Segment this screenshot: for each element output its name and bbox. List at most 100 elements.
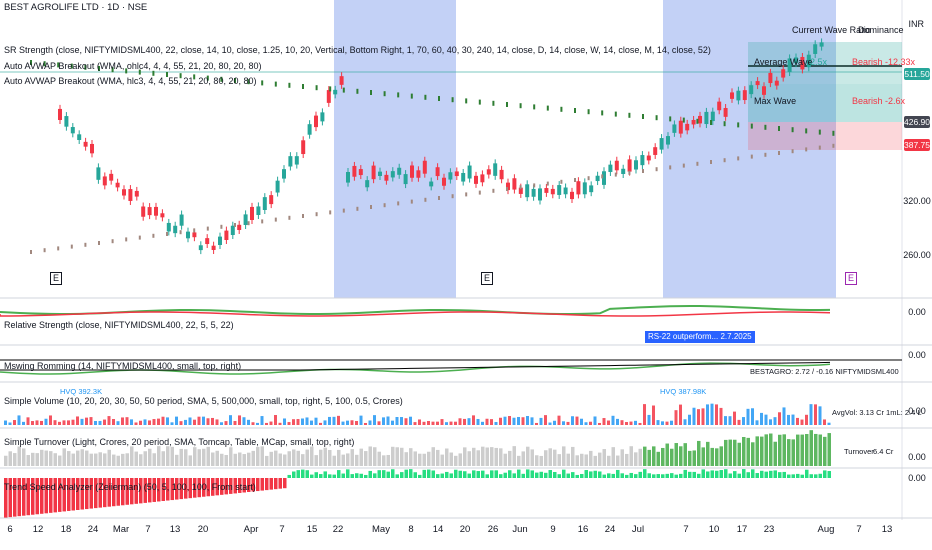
earnings-marker[interactable]: E	[50, 272, 63, 285]
candle-body	[499, 169, 504, 180]
turnover-bar	[283, 454, 287, 466]
turnover-pane-value: 0.00	[908, 452, 926, 462]
volume-bar	[670, 420, 673, 425]
candle-body	[813, 44, 818, 54]
turnover-bar	[260, 446, 264, 466]
volume-bar	[332, 416, 336, 425]
trend-bar	[508, 470, 512, 478]
avwap-dot	[166, 232, 168, 236]
avwap-dot	[506, 102, 508, 107]
candle-body	[576, 181, 581, 195]
avwap-dot	[574, 108, 576, 113]
avwap-dot	[546, 105, 549, 111]
earnings-marker[interactable]: E	[845, 272, 858, 285]
volume-bar	[472, 415, 475, 425]
trend-bar	[584, 470, 588, 478]
candle-body	[64, 116, 69, 127]
volume-bar	[557, 415, 561, 425]
volume-bar	[598, 422, 601, 425]
trend-bar	[512, 473, 516, 478]
rs-pane-value: 0.00	[908, 307, 926, 317]
trend-bar	[44, 478, 48, 514]
volume-pane-label[interactable]: Simple Volume (10, 20, 20, 30, 50, 50 pe…	[4, 396, 403, 406]
symbol-title[interactable]: BEST AGROLIFE LTD · 1D · NSE	[4, 2, 148, 13]
candle-body	[275, 180, 280, 193]
candle-body	[518, 187, 523, 194]
mansfield-pane-label[interactable]: Mswing Romming (14, NIFTYMIDSML400, smal…	[4, 361, 242, 371]
turnover-bar	[404, 452, 408, 466]
trend-bar	[467, 473, 471, 478]
turnover-bar	[337, 449, 341, 466]
turnover-bar	[742, 436, 746, 466]
turnover-bar	[539, 455, 543, 466]
trend-bar	[278, 478, 282, 489]
turnover-bar	[431, 447, 435, 466]
trend-bar	[391, 469, 395, 478]
candle-body	[96, 167, 101, 180]
earnings-marker[interactable]: E	[481, 272, 494, 285]
avwap-dot	[492, 188, 495, 193]
turnover-bar	[692, 450, 696, 466]
indicator-avwap-2[interactable]: Auto AVWAP Breakout (WMA, hlc3, 4, 4, 55…	[4, 76, 257, 86]
trend-bar	[350, 474, 354, 478]
x-axis-date: 10	[708, 524, 720, 535]
indicator-sr-strength[interactable]: SR Strength (close, NIFTYMIDSML400, 22, …	[4, 45, 711, 55]
avwap-dot	[329, 86, 332, 92]
trend-bar	[22, 478, 26, 516]
avwap-dot	[206, 226, 209, 231]
volume-bar	[278, 422, 282, 425]
volume-bar	[733, 411, 736, 425]
trend-bar	[224, 478, 228, 495]
volume-bar	[634, 420, 637, 425]
turnover-bar	[215, 450, 219, 466]
indicator-avwap-1[interactable]: Auto AVWAP Breakout (WMA, ohlc4, 4, 4, 5…	[4, 61, 262, 71]
trend-pane-label[interactable]: Trend Speed Analyzer (Zeiierman) (50, 5,…	[4, 482, 256, 492]
volume-bar	[179, 421, 183, 425]
volume-bar	[512, 417, 516, 425]
trend-bar	[305, 470, 309, 478]
trend-bar	[175, 478, 179, 500]
turnover-bar	[31, 452, 35, 466]
trend-bar	[40, 478, 44, 514]
candle-body	[762, 86, 766, 95]
volume-bar	[418, 419, 421, 425]
avwap-dot	[370, 205, 372, 209]
turnover-bar	[13, 453, 17, 466]
candle-body	[205, 238, 210, 244]
avwap-dot	[424, 94, 427, 100]
volume-bar	[796, 417, 799, 425]
avwap-dot	[220, 224, 223, 229]
avwap-dot	[587, 176, 590, 181]
volume-bar	[152, 419, 156, 425]
trend-bar	[742, 469, 746, 478]
trend-bar	[652, 474, 656, 478]
volume-bar	[571, 416, 574, 425]
trend-bar	[499, 474, 503, 478]
turnover-bar	[35, 453, 39, 466]
turnover-bar	[683, 443, 687, 466]
turnover-bar	[499, 448, 503, 466]
volume-bar	[454, 421, 457, 425]
volume-bar	[292, 419, 295, 425]
turnover-bar	[206, 446, 210, 466]
volume-bar	[134, 422, 138, 425]
turnover-bar	[728, 439, 732, 466]
candle-body	[160, 213, 165, 218]
candle-body	[525, 184, 530, 198]
avwap-dot	[70, 244, 73, 249]
avwap-dot	[560, 179, 563, 184]
volume-bar	[742, 417, 745, 425]
rs-pane-label[interactable]: Relative Strength (close, NIFTYMIDSML400…	[4, 320, 234, 330]
volume-bar	[692, 407, 696, 425]
volume-bar	[751, 408, 754, 425]
turnover-pane-label[interactable]: Simple Turnover (Light, Crores, 20 perio…	[4, 437, 355, 447]
candle-body	[557, 185, 562, 195]
candle-body	[621, 168, 626, 174]
turnover-bar	[278, 453, 282, 466]
volume-bar	[706, 404, 709, 425]
avwap-dot	[261, 80, 264, 86]
turnover-bar	[593, 455, 597, 466]
candle-body	[371, 165, 376, 180]
volume-bar	[422, 421, 426, 425]
